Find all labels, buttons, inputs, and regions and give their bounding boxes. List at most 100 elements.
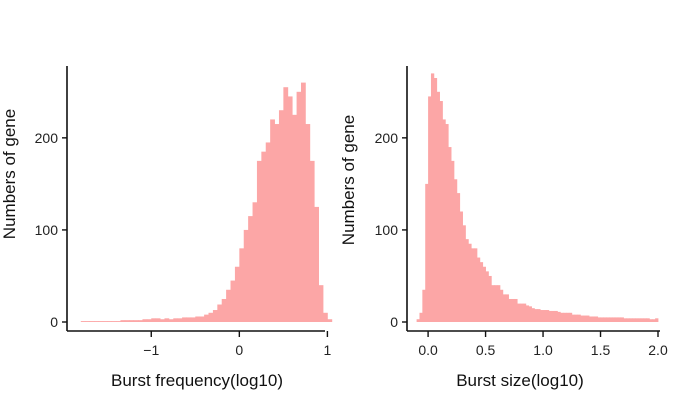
histogram-bar [221, 298, 227, 322]
histogram-bar [453, 179, 458, 322]
histogram-bar [314, 206, 319, 322]
histogram-bar [422, 289, 426, 322]
histogram-bar [471, 248, 475, 322]
y-tick-label: 200 [375, 130, 399, 146]
y-axis-title: Numbers of gene [0, 109, 19, 239]
histogram-bar [208, 312, 214, 322]
x-tick-label: 1.5 [591, 342, 611, 358]
histogram-bar [182, 317, 187, 322]
x-tick-label: 1 [324, 342, 332, 358]
histogram-bar [155, 318, 161, 322]
histogram-bar [600, 317, 604, 322]
histogram-bar [323, 312, 328, 322]
histogram-bar [502, 294, 507, 322]
histogram-bar [195, 316, 201, 322]
histogram-bar [522, 303, 527, 322]
x-tick-label: 0 [235, 342, 243, 358]
histogram-bar [632, 318, 636, 322]
histogram-bar [168, 319, 174, 322]
histogram-bar [591, 316, 596, 322]
y-axis-title: Numbers of gene [339, 115, 358, 245]
histogram-bar [107, 321, 113, 322]
histogram-bar [283, 87, 289, 323]
histogram-bar [217, 304, 223, 322]
histogram-bar [270, 119, 275, 323]
histogram-bar [230, 280, 236, 322]
histogram-bar [234, 266, 240, 322]
histogram-bar [94, 321, 99, 322]
histogram-bar [296, 91, 302, 322]
histogram-bar [146, 319, 152, 322]
histogram-bar [160, 319, 165, 322]
histogram-bar [646, 318, 650, 322]
x-tick-label: 0.0 [418, 342, 438, 358]
histogram-bar [548, 310, 553, 322]
histogram-bar [540, 310, 544, 322]
histogram-panel-size: 0 100 200 0.0 0.5 1.0 1.5 2.0 Burst size(log10) N… [339, 66, 668, 390]
histogram-bar [142, 319, 148, 322]
histogram-bar [614, 317, 619, 322]
histogram-bar [637, 318, 642, 322]
histogram-bar [560, 312, 564, 322]
histogram-bar [545, 310, 550, 322]
histogram-bar [442, 119, 446, 323]
histogram-bar [571, 314, 576, 322]
y-tick-label: 100 [35, 222, 59, 238]
histogram-bar [430, 73, 435, 323]
histogram-bar [479, 262, 484, 322]
histogram-bar [543, 310, 547, 322]
histogram-bar [574, 314, 578, 322]
histogram-bar [265, 142, 271, 322]
histogram-bar [98, 321, 104, 322]
histogram-bar [629, 318, 633, 322]
histogram-bar [456, 193, 461, 322]
x-axis-title: Burst size(log10) [456, 371, 584, 390]
histogram-bar [226, 289, 231, 322]
x-tick-label: 0.5 [476, 342, 496, 358]
histogram-bar [640, 318, 645, 322]
histogram-bar [580, 315, 584, 322]
histogram-bar [261, 151, 267, 322]
histogram-bar [508, 298, 512, 322]
histogram-bar [586, 315, 590, 322]
histogram-bar [177, 318, 183, 322]
histogram-bar [520, 303, 524, 322]
x-tick-label: 1.0 [533, 342, 553, 358]
histogram-bar [433, 78, 438, 322]
histogram-bar [597, 317, 601, 322]
histogram-bar [655, 318, 659, 322]
histogram-bar [451, 160, 455, 322]
histogram-bar [511, 298, 515, 322]
histogram-bar [116, 321, 121, 322]
histogram-bar [300, 82, 306, 322]
histogram-bar [439, 101, 443, 323]
histogram-bar [89, 321, 95, 322]
histogram-bar [85, 321, 91, 322]
histogram-bar [278, 110, 284, 322]
histogram-bar [465, 239, 469, 322]
histogram-bar [459, 211, 463, 322]
histogram-bar [425, 183, 429, 322]
histogram-bar [606, 317, 610, 322]
histogram-bar [603, 317, 607, 322]
histogram-bar [476, 257, 481, 322]
histogram-bar [133, 320, 139, 322]
histogram-bar [173, 318, 179, 322]
histogram-bar [525, 305, 530, 322]
histogram-bar [609, 317, 613, 322]
histogram-bar [554, 310, 558, 322]
histogram-bar [491, 285, 495, 322]
histogram-bar [252, 202, 258, 322]
histogram-bar [239, 248, 245, 322]
histogram-bar [499, 289, 504, 322]
histogram-bar [485, 271, 489, 322]
histogram-bar [138, 320, 143, 322]
histogram-bar [309, 160, 315, 322]
histogram-bar [643, 318, 647, 322]
histogram-bar [514, 298, 518, 322]
histogram-bar [204, 314, 209, 322]
histogram-bar [248, 216, 253, 322]
histogram-bar [497, 285, 501, 322]
histogram-bar [488, 275, 492, 322]
